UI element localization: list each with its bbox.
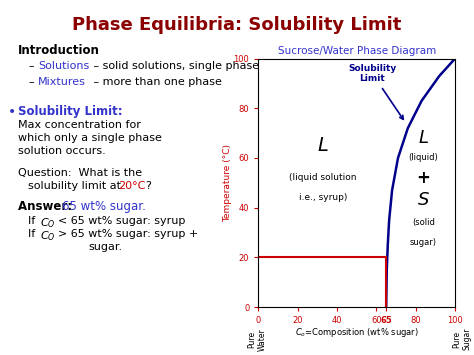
Text: sugar): sugar): [410, 238, 437, 247]
Text: If: If: [28, 216, 39, 226]
Text: Pure
Water: Pure Water: [247, 328, 267, 351]
Text: > 65 wt% sugar: syrup +: > 65 wt% sugar: syrup +: [58, 229, 198, 239]
Text: sugar.: sugar.: [88, 242, 122, 252]
Text: which only a single phase: which only a single phase: [18, 133, 162, 143]
Title: Sucrose/Water Phase Diagram: Sucrose/Water Phase Diagram: [278, 47, 436, 56]
Text: Question:  What is the: Question: What is the: [18, 168, 142, 178]
Text: •: •: [8, 105, 16, 119]
Text: Answer:: Answer:: [18, 200, 76, 213]
Text: Pure
Sugar: Pure Sugar: [452, 328, 472, 350]
Text: 20°C: 20°C: [118, 181, 146, 191]
Text: solubility limit at: solubility limit at: [28, 181, 125, 191]
Text: $C_O$: $C_O$: [40, 229, 55, 243]
Text: Solubility
Limit: Solubility Limit: [348, 64, 403, 119]
Text: –: –: [28, 77, 34, 87]
Text: $\mathit{S}$: $\mathit{S}$: [417, 191, 430, 209]
X-axis label: $C_o$=Composition (wt% sugar): $C_o$=Composition (wt% sugar): [295, 327, 419, 339]
Text: – solid solutions, single phase: – solid solutions, single phase: [90, 61, 259, 71]
Text: Solutions: Solutions: [38, 61, 89, 71]
Y-axis label: Temperature (°C): Temperature (°C): [223, 144, 232, 222]
Text: < 65 wt% sugar: syrup: < 65 wt% sugar: syrup: [58, 216, 185, 226]
Text: $\mathit{L}$: $\mathit{L}$: [418, 129, 429, 147]
Text: If: If: [28, 229, 39, 239]
Text: Introduction: Introduction: [18, 44, 100, 57]
Text: (liquid solution: (liquid solution: [290, 173, 357, 182]
Text: Mixtures: Mixtures: [38, 77, 86, 87]
Text: Phase Equilibria: Solubility Limit: Phase Equilibria: Solubility Limit: [73, 16, 401, 34]
Text: (liquid): (liquid): [409, 153, 438, 163]
Text: solution occurs.: solution occurs.: [18, 146, 106, 156]
Text: +: +: [417, 169, 430, 187]
Text: Solubility Limit:: Solubility Limit:: [18, 105, 123, 118]
Text: Max concentration for: Max concentration for: [18, 120, 141, 130]
Text: –: –: [28, 61, 34, 71]
Text: 65 wt% sugar.: 65 wt% sugar.: [62, 200, 146, 213]
Text: – more than one phase: – more than one phase: [90, 77, 222, 87]
Text: (solid: (solid: [412, 218, 435, 227]
Text: $C_O$: $C_O$: [40, 216, 55, 230]
Text: $\mathit{L}$: $\mathit{L}$: [318, 136, 329, 155]
Text: ?: ?: [145, 181, 151, 191]
Text: i.e., syrup): i.e., syrup): [299, 193, 347, 202]
